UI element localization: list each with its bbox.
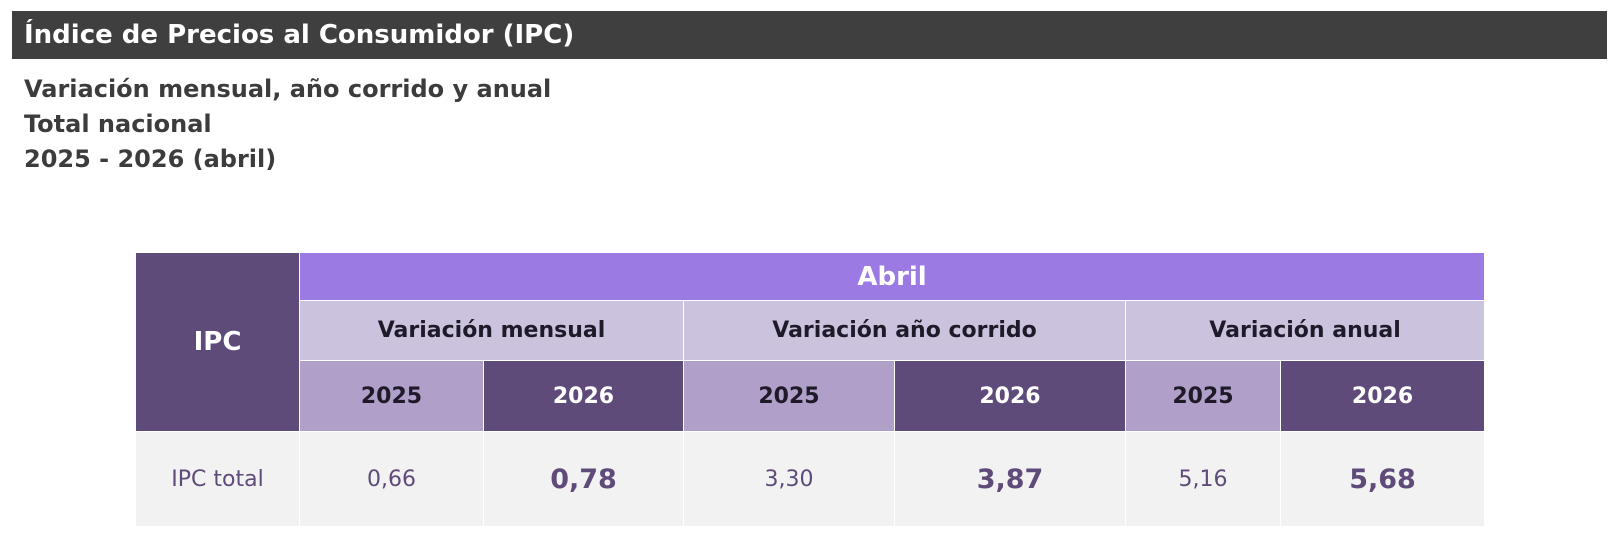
group-header-annual: Variación anual [1124, 300, 1486, 361]
value-monthly-2026: 0,78 [483, 431, 684, 527]
month-header: Abril [298, 252, 1486, 301]
value-monthly-2025: 0,66 [299, 431, 484, 527]
subtitle-block: Variación mensual, año corrido y anual T… [24, 72, 551, 177]
year-header-annual-2025: 2025 [1125, 360, 1281, 432]
ipc-table: IPC Abril Variación mensual Variación añ… [135, 252, 1486, 527]
year-header-monthly-2026: 2026 [483, 360, 684, 432]
group-header-monthly: Variación mensual [299, 300, 684, 361]
row-header-ipc: IPC [135, 252, 300, 432]
value-ytd-2026: 3,87 [894, 431, 1126, 527]
table-row: IPC total 0,66 0,78 3,30 3,87 5,16 5,68 [135, 431, 1486, 527]
page-title: Índice de Precios al Consumidor (IPC) [12, 11, 1607, 59]
value-ytd-2025: 3,30 [683, 431, 895, 527]
year-header-ytd-2026: 2026 [894, 360, 1126, 432]
year-header-annual-2026: 2026 [1279, 360, 1486, 432]
year-header-monthly-2025: 2025 [299, 360, 484, 432]
subtitle-line-scope: Total nacional [24, 110, 212, 138]
value-annual-2025: 5,16 [1125, 431, 1281, 527]
subtitle-line-period: 2025 - 2026 (abril) [24, 145, 277, 173]
year-header-ytd-2025: 2025 [683, 360, 895, 432]
value-annual-2026: 5,68 [1279, 431, 1486, 527]
row-label-ipc-total: IPC total [135, 431, 300, 527]
group-header-year-to-date: Variación año corrido [683, 300, 1126, 361]
subtitle-line-variation: Variación mensual, año corrido y anual [24, 75, 552, 103]
